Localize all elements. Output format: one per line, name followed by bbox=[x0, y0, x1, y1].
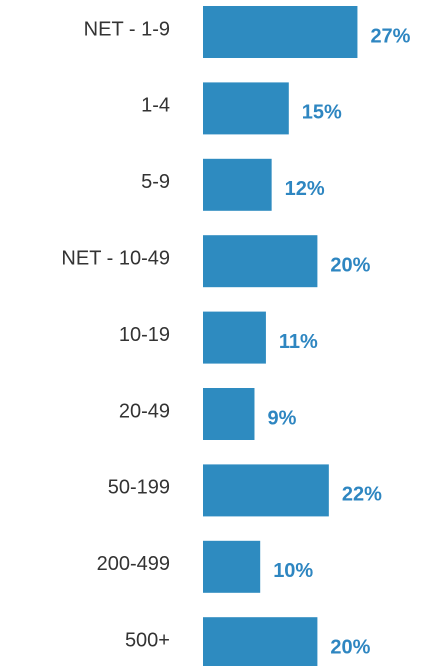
category-label: 500+ bbox=[125, 629, 170, 651]
bar bbox=[203, 158, 272, 211]
bar bbox=[203, 388, 255, 440]
value-label: 11% bbox=[279, 331, 318, 353]
category-label: 200-499 bbox=[97, 553, 170, 575]
category-label: 50-199 bbox=[108, 477, 170, 499]
bar bbox=[203, 82, 289, 135]
value-label: 15% bbox=[302, 102, 342, 124]
category-label: NET - 1-9 bbox=[84, 18, 170, 40]
bar bbox=[203, 617, 318, 670]
category-label: NET - 10-49 bbox=[61, 247, 170, 269]
bar bbox=[203, 235, 318, 288]
value-label: 20% bbox=[330, 254, 370, 276]
category-label: 5-9 bbox=[141, 171, 170, 193]
category-label: 10-19 bbox=[119, 324, 170, 346]
value-label: 27% bbox=[370, 25, 410, 47]
bar bbox=[203, 464, 329, 517]
value-label: 10% bbox=[273, 560, 313, 582]
bar bbox=[203, 311, 266, 364]
value-label: 22% bbox=[342, 484, 382, 506]
value-label: 20% bbox=[330, 636, 370, 658]
bar bbox=[203, 540, 261, 593]
category-label: 1-4 bbox=[141, 95, 170, 117]
category-label: 20-49 bbox=[119, 400, 170, 422]
value-label: 12% bbox=[285, 178, 325, 200]
value-label: 9% bbox=[267, 407, 296, 429]
bar bbox=[203, 6, 358, 58]
